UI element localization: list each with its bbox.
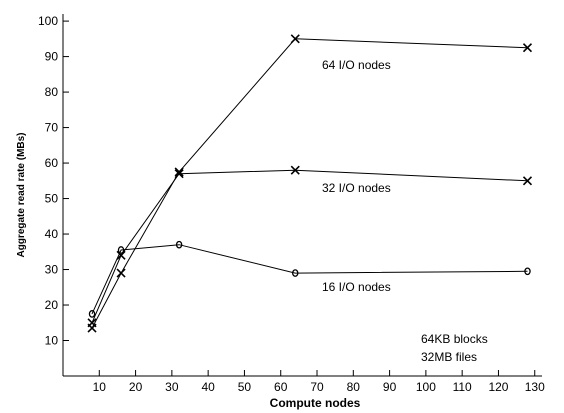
x-tick-label: 40 [201,380,215,394]
y-ticks: 10 20 30 40 50 60 70 80 90 100 [38,14,69,348]
data-point-16-i-o-nodes [524,267,531,276]
y-tick-label: 40 [45,227,59,241]
x-tick-label: 20 [129,380,143,394]
series-line-64-i-o-nodes [91,38,528,329]
data-point-32-i-o-nodes [174,169,184,179]
x-tick-label: 130 [525,380,545,394]
series-line-16-i-o-nodes [91,244,528,315]
data-point-32-i-o-nodes [290,165,300,175]
data-point-32-i-o-nodes [116,250,126,260]
x-tick-label: 90 [383,380,397,394]
series-markers [87,34,533,333]
y-tick-label: 50 [45,192,59,206]
y-tick-label: 60 [45,156,59,170]
series-label-16-io-nodes: 16 I/O nodes [322,280,391,294]
y-tick-label: 70 [45,121,59,135]
y-axis-title: Aggregate read rate (MBs) [16,132,27,257]
data-point-16-i-o-nodes [175,240,183,249]
data-point-64-i-o-nodes [174,167,184,177]
data-point-16-i-o-nodes [117,246,125,254]
data-point-16-i-o-nodes [88,310,96,318]
axes [62,14,542,377]
annotation-block-size: 64KB blocks [421,332,488,346]
x-ticks: 10 20 30 40 50 60 70 80 90 100 110 120 130 [93,370,545,394]
x-tick-label: 30 [165,380,179,394]
series-label-64-io-nodes: 64 I/O nodes [322,58,391,72]
data-point-64-i-o-nodes [522,43,533,53]
x-axis-title: Compute nodes [270,396,361,410]
y-tick-label: 10 [45,334,59,348]
data-point-32-i-o-nodes [522,176,533,186]
x-tick-label: 10 [93,380,107,394]
series-label-32-io-nodes: 32 I/O nodes [322,181,391,195]
y-tick-label: 90 [45,50,59,64]
data-point-16-i-o-nodes [291,269,299,277]
annotation-file-size: 32MB files [421,350,477,364]
data-point-32-i-o-nodes [87,318,97,328]
y-tick-label: 20 [45,298,59,312]
data-point-64-i-o-nodes [116,268,126,278]
x-tick-label: 50 [238,380,252,394]
y-tick-label: 80 [45,85,59,99]
x-tick-label: 110 [453,380,472,394]
data-point-64-i-o-nodes [290,34,300,44]
y-tick-label: 30 [45,263,59,277]
series-lines [91,38,528,329]
y-tick-label: 100 [38,14,58,28]
x-tick-label: 80 [347,380,361,394]
x-tick-label: 120 [488,380,508,394]
x-tick-label: 60 [274,380,288,394]
x-tick-label: 70 [310,380,324,394]
x-tick-label: 100 [416,380,436,394]
